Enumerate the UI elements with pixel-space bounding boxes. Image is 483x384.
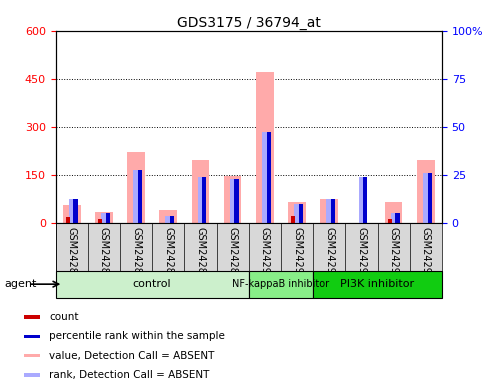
Text: percentile rank within the sample: percentile rank within the sample (49, 331, 225, 341)
Bar (294, 204, 300, 223)
Bar (133, 170, 139, 223)
Bar (358, 177, 364, 223)
Bar (56, 271, 249, 298)
Text: GSM242901: GSM242901 (292, 227, 302, 286)
Bar (391, 213, 397, 223)
Bar (24, 354, 40, 357)
Bar (291, 216, 295, 223)
Bar (69, 199, 74, 223)
Text: rank, Detection Call = ABSENT: rank, Detection Call = ABSENT (49, 370, 210, 380)
Bar (24, 316, 40, 319)
Text: GSM242895: GSM242895 (99, 227, 109, 286)
Text: GSM242899: GSM242899 (227, 227, 238, 286)
Text: agent: agent (5, 279, 37, 289)
Bar (170, 216, 174, 223)
Bar (299, 204, 303, 223)
Bar (198, 177, 203, 223)
Text: GSM242896: GSM242896 (131, 227, 141, 286)
Bar (396, 213, 399, 223)
Text: GSM242903: GSM242903 (356, 227, 367, 286)
Bar (230, 179, 236, 223)
Bar (267, 131, 271, 223)
Bar (427, 173, 432, 223)
Text: NF-kappaB inhibitor: NF-kappaB inhibitor (232, 279, 329, 289)
Bar (385, 202, 402, 223)
Bar (159, 210, 177, 223)
Bar (101, 213, 107, 223)
Bar (256, 72, 274, 223)
Bar (327, 199, 332, 223)
Bar (224, 176, 242, 223)
Bar (66, 217, 70, 223)
Text: GSM242902: GSM242902 (324, 227, 334, 286)
Bar (363, 177, 368, 223)
Bar (138, 170, 142, 223)
Text: value, Detection Call = ABSENT: value, Detection Call = ABSENT (49, 351, 214, 361)
Bar (331, 199, 335, 223)
Bar (106, 213, 110, 223)
Bar (262, 131, 268, 223)
Bar (165, 216, 171, 223)
Title: GDS3175 / 36794_at: GDS3175 / 36794_at (177, 16, 321, 30)
Text: PI3K inhibitor: PI3K inhibitor (341, 279, 414, 289)
Bar (63, 205, 81, 223)
Bar (388, 219, 392, 223)
Bar (127, 152, 145, 223)
Bar (249, 271, 313, 298)
Text: GSM242894: GSM242894 (67, 227, 77, 286)
Bar (73, 199, 78, 223)
Bar (417, 161, 435, 223)
Bar (202, 177, 206, 223)
Bar (423, 173, 429, 223)
Bar (24, 334, 40, 338)
Text: GSM242900: GSM242900 (260, 227, 270, 286)
Bar (98, 219, 102, 223)
Bar (24, 373, 40, 376)
Text: count: count (49, 312, 79, 322)
Bar (288, 202, 306, 223)
Text: GSM242897: GSM242897 (163, 227, 173, 286)
Bar (95, 212, 113, 223)
Bar (192, 161, 209, 223)
Text: control: control (133, 279, 171, 289)
Text: GSM242904: GSM242904 (389, 227, 398, 286)
Bar (320, 199, 338, 223)
Text: GSM242898: GSM242898 (196, 227, 205, 286)
Text: GSM242905: GSM242905 (421, 227, 431, 286)
Bar (234, 179, 239, 223)
Bar (313, 271, 442, 298)
